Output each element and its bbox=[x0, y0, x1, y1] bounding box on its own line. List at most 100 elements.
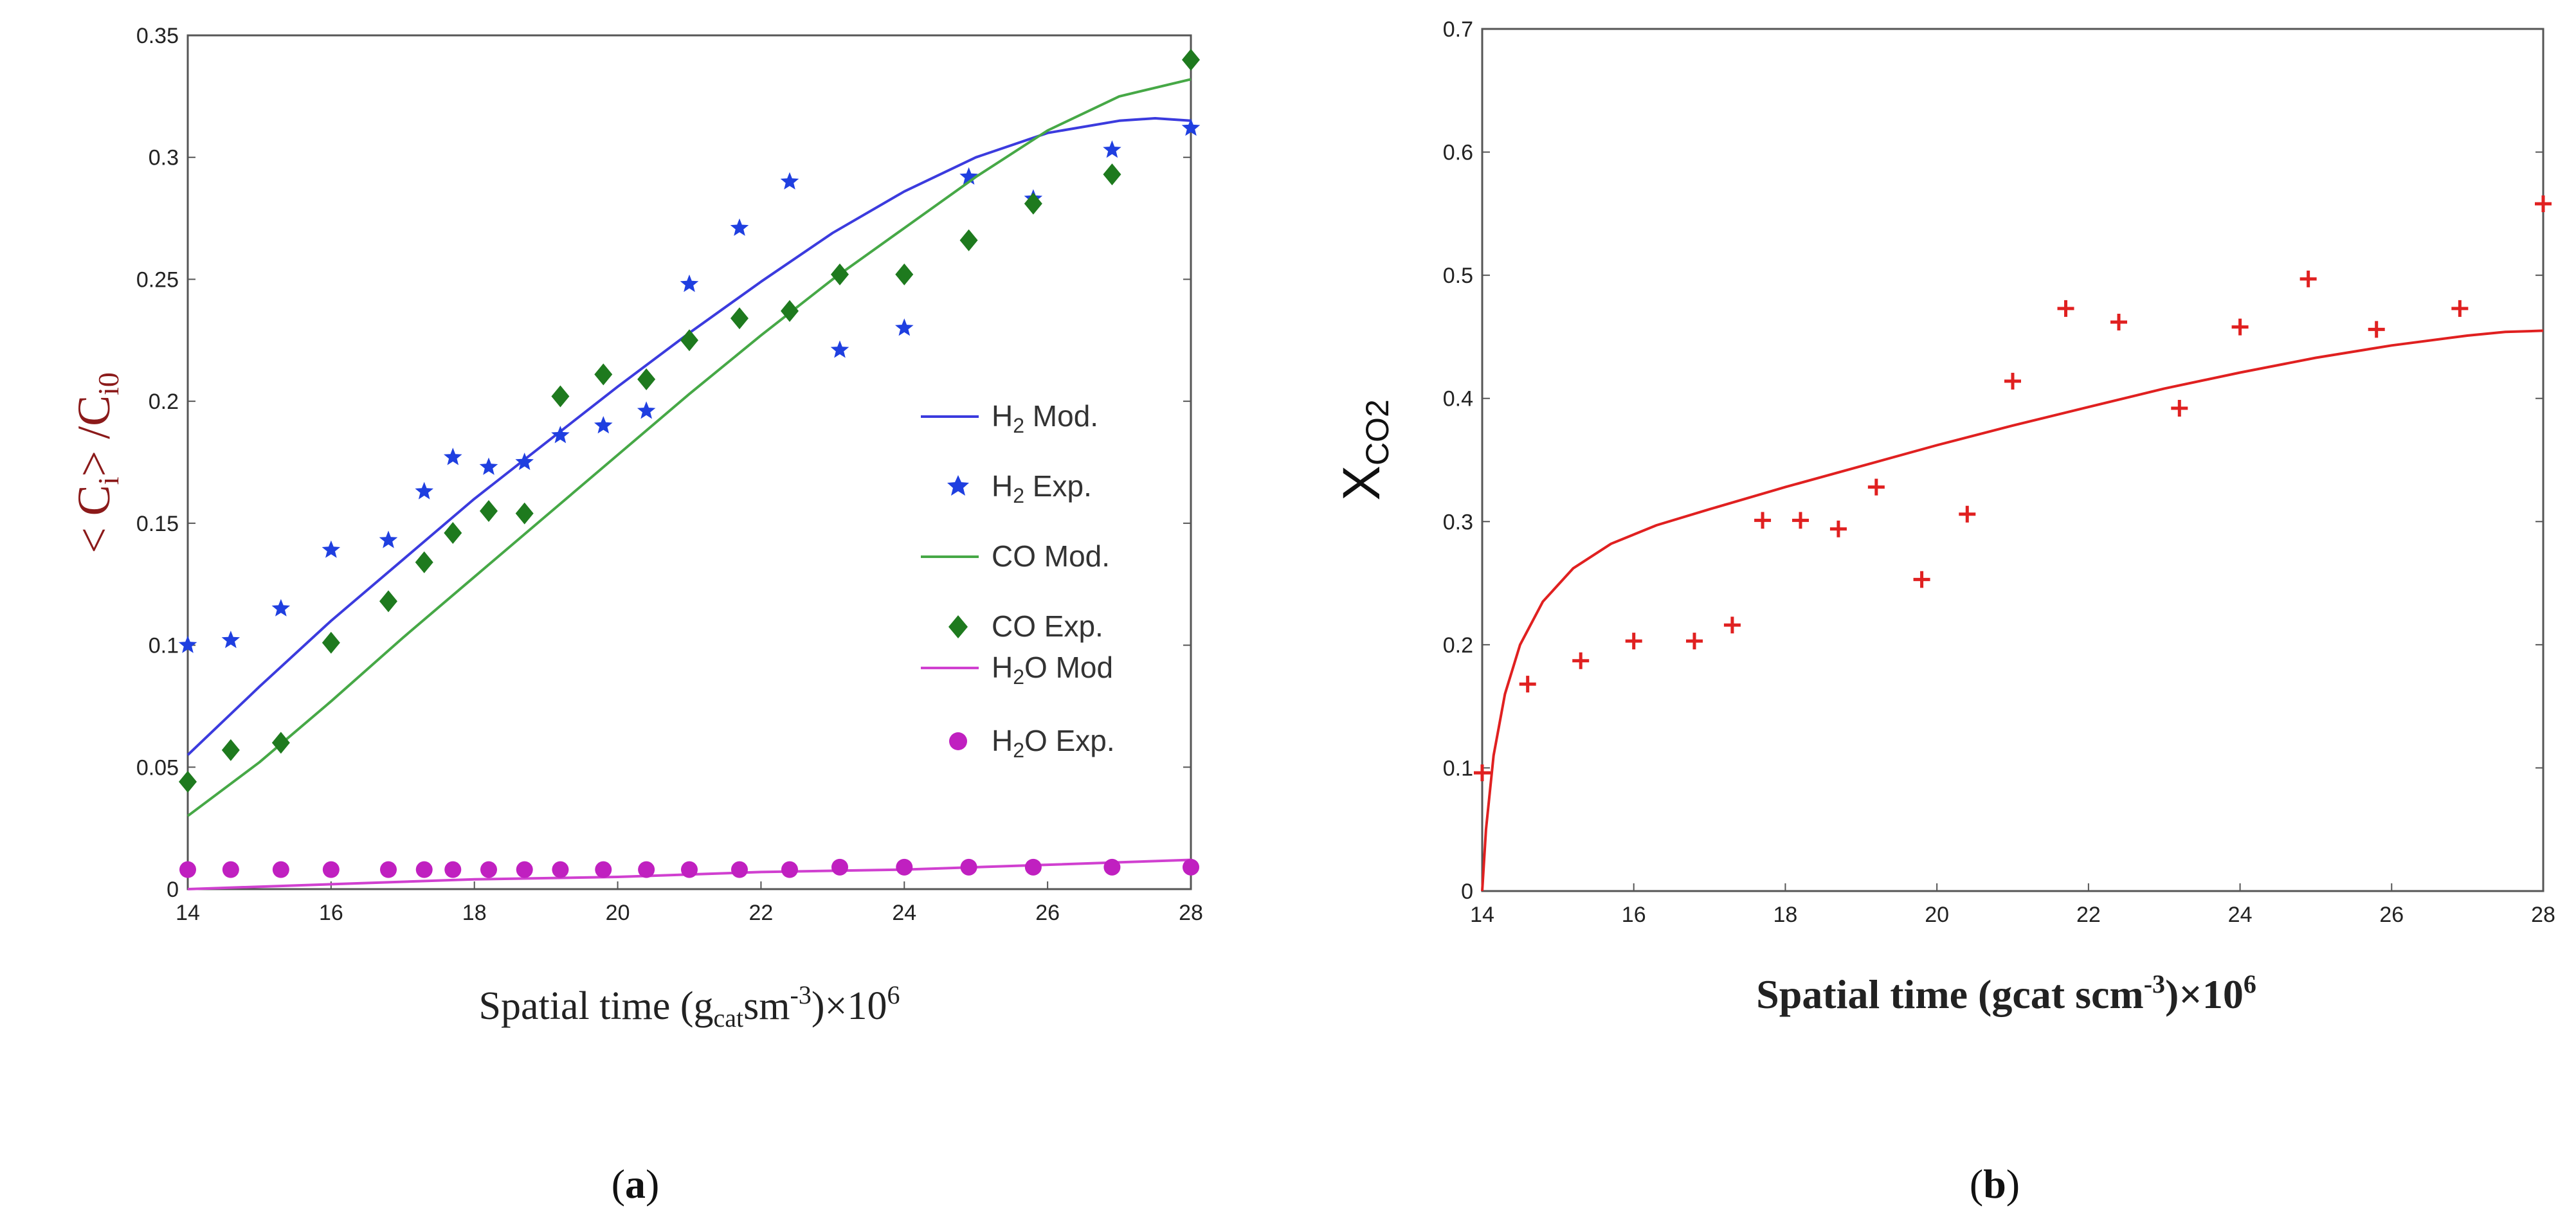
data-point-experimental bbox=[1686, 633, 1703, 650]
x-tick-label: 22 bbox=[2076, 903, 2101, 927]
x-tick-label: 26 bbox=[2379, 903, 2404, 927]
data-point-experimental bbox=[1572, 652, 1590, 669]
data-point-h2o-exp bbox=[444, 861, 462, 878]
data-point-h2-exp bbox=[1103, 140, 1121, 158]
data-point-co-exp bbox=[730, 307, 748, 330]
series-line-model bbox=[1481, 329, 2544, 892]
data-point-h2o-exp bbox=[781, 861, 798, 878]
x-tick-label: 18 bbox=[1773, 903, 1798, 927]
data-point-co-exp bbox=[221, 739, 240, 761]
legend-label-co-exp: CO Exp. bbox=[992, 609, 1103, 643]
data-point-experimental bbox=[1723, 617, 1741, 634]
data-point-experimental bbox=[1867, 478, 1885, 496]
data-point-h2-exp bbox=[780, 172, 799, 190]
y-ticks-a: 0 0.05 0.1 0.15 0.2 0.25 0.3 0.35 bbox=[136, 24, 1191, 902]
data-point-co-exp bbox=[415, 551, 433, 573]
data-point-h2o-exp bbox=[480, 861, 497, 878]
legend-swatch-h2-exp bbox=[947, 475, 969, 496]
y-tick-label: 0.3 bbox=[1443, 510, 1473, 534]
data-point-h2o-exp bbox=[595, 861, 612, 878]
x-tick-label: 16 bbox=[1622, 903, 1646, 927]
plot-frame-b bbox=[1481, 28, 2544, 892]
y-tick-label: 0.1 bbox=[1443, 756, 1473, 780]
data-point-h2-exp bbox=[444, 447, 462, 465]
legend-a: H2 Mod. H2 Exp. CO Mod. CO Exp. H2O Mod … bbox=[921, 399, 1115, 762]
y-tick-label: 0.25 bbox=[136, 267, 179, 292]
data-point-co-exp bbox=[831, 263, 849, 285]
data-point-experimental bbox=[1519, 676, 1536, 693]
data-point-h2-exp bbox=[379, 530, 398, 548]
y-ticks-b: 0 0.1 0.2 0.3 0.4 0.5 0.6 0.7 bbox=[1443, 17, 2543, 904]
data-point-co-exp bbox=[781, 300, 799, 322]
data-point-co-exp bbox=[322, 631, 340, 654]
data-point-experimental bbox=[1754, 512, 1772, 529]
data-point-co-exp bbox=[1182, 48, 1200, 71]
panel-label-a: (a) bbox=[612, 1161, 660, 1207]
series-group-b bbox=[1474, 195, 2552, 892]
data-point-experimental bbox=[2110, 313, 2127, 330]
y-tick-label: 0.2 bbox=[149, 390, 179, 414]
data-point-co-exp bbox=[1024, 192, 1042, 215]
y-tick-label: 0.1 bbox=[149, 634, 179, 658]
data-point-h2-exp bbox=[515, 453, 534, 471]
series-line-co-mod bbox=[186, 78, 1192, 817]
data-point-h2-exp bbox=[271, 599, 291, 617]
data-point-h2o-exp bbox=[222, 861, 239, 878]
data-point-experimental bbox=[2231, 318, 2249, 336]
data-point-h2o-exp bbox=[1183, 858, 1199, 876]
data-point-co-exp bbox=[1103, 163, 1121, 186]
data-point-co-exp bbox=[594, 363, 613, 386]
data-point-experimental bbox=[1829, 520, 1847, 537]
data-point-h2o-exp bbox=[179, 861, 196, 878]
panel-label-b: (b) bbox=[1970, 1161, 2020, 1207]
x-tick-label: 20 bbox=[606, 901, 630, 925]
x-tick-label: 14 bbox=[1470, 903, 1494, 927]
legend-label-co-mod: CO Mod. bbox=[992, 539, 1110, 573]
x-tick-label: 18 bbox=[462, 901, 487, 925]
data-point-experimental bbox=[1474, 764, 1491, 782]
data-point-h2o-exp bbox=[322, 861, 340, 878]
y-tick-label: 0 bbox=[1461, 879, 1473, 904]
y-tick-label: 0.7 bbox=[1443, 17, 1473, 42]
data-point-co-exp bbox=[379, 590, 397, 613]
y-tick-label: 0.35 bbox=[136, 24, 179, 48]
data-point-h2-exp bbox=[730, 218, 749, 236]
x-ticks-b: 14 16 18 20 22 24 26 28 bbox=[1470, 883, 2555, 927]
data-point-experimental bbox=[1959, 505, 1976, 523]
data-point-experimental bbox=[2451, 300, 2469, 317]
x-tick-label: 24 bbox=[2228, 903, 2253, 927]
y-tick-label: 0.6 bbox=[1443, 141, 1473, 165]
y-tick-label: 0.2 bbox=[1443, 633, 1473, 658]
data-point-experimental bbox=[2299, 270, 2317, 287]
data-point-experimental bbox=[2057, 300, 2074, 317]
series-line-h2-mod bbox=[186, 117, 1192, 756]
x-tick-label: 16 bbox=[319, 901, 343, 925]
data-point-co-exp bbox=[444, 522, 462, 545]
y-tick-label: 0.15 bbox=[136, 512, 179, 536]
legend-label-h2-mod: H2 Mod. bbox=[992, 399, 1098, 437]
data-point-h2o-exp bbox=[1103, 858, 1121, 876]
data-point-h2o-exp bbox=[516, 861, 533, 878]
data-point-h2-exp bbox=[178, 635, 197, 653]
data-point-h2o-exp bbox=[1024, 858, 1042, 876]
x-tick-label: 22 bbox=[749, 901, 774, 925]
data-point-h2o-exp bbox=[272, 861, 289, 878]
data-point-h2-exp bbox=[479, 457, 498, 475]
data-point-experimental bbox=[1625, 633, 1642, 650]
legend-label-h2o-exp: H2O Exp. bbox=[992, 724, 1115, 762]
data-point-experimental bbox=[1792, 512, 1809, 529]
data-point-h2o-exp bbox=[415, 861, 433, 878]
x-axis-label-a: Spatial time (gcatsm-3)×106 bbox=[479, 980, 900, 1032]
data-point-h2o-exp bbox=[731, 861, 748, 878]
x-ticks-a: 14 16 18 20 22 24 26 28 bbox=[176, 881, 1203, 925]
legend-swatch-h2o-exp bbox=[949, 732, 967, 750]
data-point-co-exp bbox=[515, 502, 534, 525]
data-point-co-exp bbox=[680, 329, 698, 352]
data-point-experimental bbox=[2171, 400, 2188, 417]
data-point-h2-exp bbox=[415, 482, 433, 500]
y-axis-label-b: XCO2 bbox=[1332, 399, 1395, 501]
y-tick-label: 0.5 bbox=[1443, 264, 1473, 288]
data-point-h2-exp bbox=[637, 401, 656, 419]
y-tick-label: 0.05 bbox=[136, 755, 179, 780]
data-point-co-exp bbox=[637, 368, 656, 390]
